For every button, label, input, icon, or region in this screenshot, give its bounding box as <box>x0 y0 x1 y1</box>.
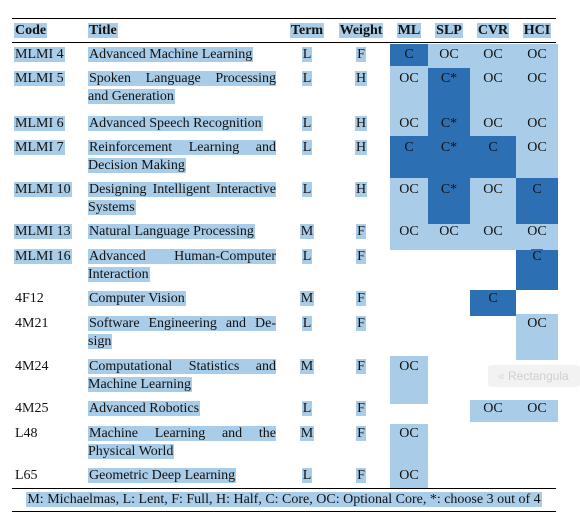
row-ml-tag: C <box>403 47 415 62</box>
row-code-cell: MLMI 7 <box>14 140 65 155</box>
row-title-cell: Advanced Robotics <box>88 401 201 416</box>
row-term-cell: L <box>301 401 313 416</box>
row-slp-tag: C* <box>439 116 459 131</box>
row-weight-cell: F <box>356 401 366 416</box>
row-cvr-tag: C <box>487 140 499 155</box>
row-weight-cell: F <box>356 224 366 239</box>
row-weight-cell: F <box>356 359 366 374</box>
row-hci-tag: OC <box>526 316 548 331</box>
row-slp-tag: OC <box>438 47 460 62</box>
row-term-cell: L <box>301 468 313 483</box>
row-weight-cell: F <box>356 249 366 264</box>
row-code-cell: 4M21 <box>15 316 49 331</box>
row-ml-tag: OC <box>398 359 420 374</box>
row-cvr-tag: C <box>487 291 499 306</box>
row-term-cell: L <box>301 47 313 62</box>
row-term-cell: M <box>299 426 315 441</box>
row-slp-tag: C* <box>439 71 459 86</box>
header-title: Title <box>88 23 118 38</box>
row-term-cell: M <box>299 224 315 239</box>
row-weight-cell: F <box>356 291 366 306</box>
row-title-cell: Advanced Human-Computer Interaction <box>88 249 276 282</box>
row-hci-tag: OC <box>526 116 548 131</box>
row-ml-tag: OC <box>398 468 420 483</box>
row-title-cell: Natural Language Processing <box>88 224 255 239</box>
row-code-cell: MLMI 16 <box>14 249 72 264</box>
row-code-cell: MLMI 6 <box>14 116 65 131</box>
row-term-cell: M <box>299 359 315 374</box>
row-cvr-tag: OC <box>482 224 504 239</box>
row-weight-cell: H <box>354 182 368 197</box>
row-term-cell: L <box>301 316 313 331</box>
row-slp-tag: C* <box>439 182 459 197</box>
row-title-cell: Machine Learning and the Physical World <box>88 426 276 459</box>
header-term: Term <box>289 23 325 38</box>
row-term-cell: L <box>301 140 313 155</box>
row-hci-tag: OC <box>526 401 548 416</box>
row-slp-tag: OC <box>438 224 460 239</box>
header-cvr: CVR <box>476 23 510 38</box>
row-code-cell: 4F12 <box>15 291 44 306</box>
row-code-cell: MLMI 4 <box>14 47 65 62</box>
row-weight-cell: H <box>354 71 368 86</box>
row-code-cell: 4M24 <box>15 359 49 374</box>
row-term-cell: L <box>301 249 313 264</box>
rectangle-tooltip: « Rectangula <box>488 365 580 387</box>
row-cvr-tag: OC <box>482 116 504 131</box>
row-code-cell: L65 <box>15 468 38 483</box>
row-code-cell: 4M25 <box>15 401 49 416</box>
row-slp-tag: C* <box>439 140 459 155</box>
table-footnote: M: Michaelmas, L: Lent, F: Full, H: Half… <box>26 492 542 507</box>
row-weight-cell: F <box>356 47 366 62</box>
header-slp: SLP <box>435 23 463 38</box>
row-hci-tag: C <box>531 182 543 197</box>
header-ml: ML <box>396 23 422 38</box>
row-hci-tag: OC <box>526 140 548 155</box>
row-term-cell: L <box>301 71 313 86</box>
row-code-cell: MLMI 13 <box>14 224 72 239</box>
row-title-cell: Computational Statistics and Machine Lea… <box>88 359 276 392</box>
row-title-cell: Designing Intelligent Interactive System… <box>88 182 276 215</box>
row-title-cell: Advanced Speech Recognition <box>88 116 263 131</box>
row-weight-cell: F <box>356 468 366 483</box>
row-title-cell: Geometric Deep Learning <box>88 468 237 483</box>
row-ml-tag: OC <box>398 71 420 86</box>
row-term-cell: L <box>301 182 313 197</box>
header-code: Code <box>14 23 48 38</box>
row-term-cell: L <box>301 116 313 131</box>
row-code-cell: MLMI 5 <box>14 71 65 86</box>
row-title-cell: Computer Vision <box>88 291 186 306</box>
row-cvr-tag: OC <box>482 47 504 62</box>
table-bottom-rule <box>12 488 556 489</box>
row-ml-tag: OC <box>398 426 420 441</box>
row-title-cell: Reinforcement Learning and Decision Maki… <box>88 140 276 173</box>
row-code-cell: L48 <box>15 426 38 441</box>
table-top-rule <box>12 18 556 19</box>
row-cvr-tag: OC <box>482 71 504 86</box>
row-hci-tag: OC <box>526 224 548 239</box>
row-hci-tag: OC <box>526 47 548 62</box>
header-weight: Weight <box>338 23 384 38</box>
row-code-cell: MLMI 10 <box>14 182 72 197</box>
row-ml-tag: OC <box>398 116 420 131</box>
row-title-cell: Advanced Machine Learning <box>88 47 254 62</box>
row-title-cell: Spoken Language Processing and Generatio… <box>88 71 276 104</box>
row-ml-tag: OC <box>398 182 420 197</box>
row-title-cell: Software Engineering and De-sign <box>88 316 276 349</box>
row-ml-tag: C <box>403 140 415 155</box>
row-ml-tag: OC <box>398 224 420 239</box>
row-weight-cell: H <box>354 140 368 155</box>
row-hci-tag: OC <box>526 71 548 86</box>
row-term-cell: M <box>299 291 315 306</box>
row-weight-cell: F <box>356 316 366 331</box>
row-weight-cell: F <box>356 426 366 441</box>
footer-rule <box>12 511 556 512</box>
row-cvr-tag: OC <box>482 401 504 416</box>
header-hci: HCI <box>522 23 552 38</box>
header-rule <box>12 42 556 43</box>
row-weight-cell: H <box>354 116 368 131</box>
row-hci-tag: C <box>531 249 543 264</box>
row-cvr-tag: OC <box>482 182 504 197</box>
